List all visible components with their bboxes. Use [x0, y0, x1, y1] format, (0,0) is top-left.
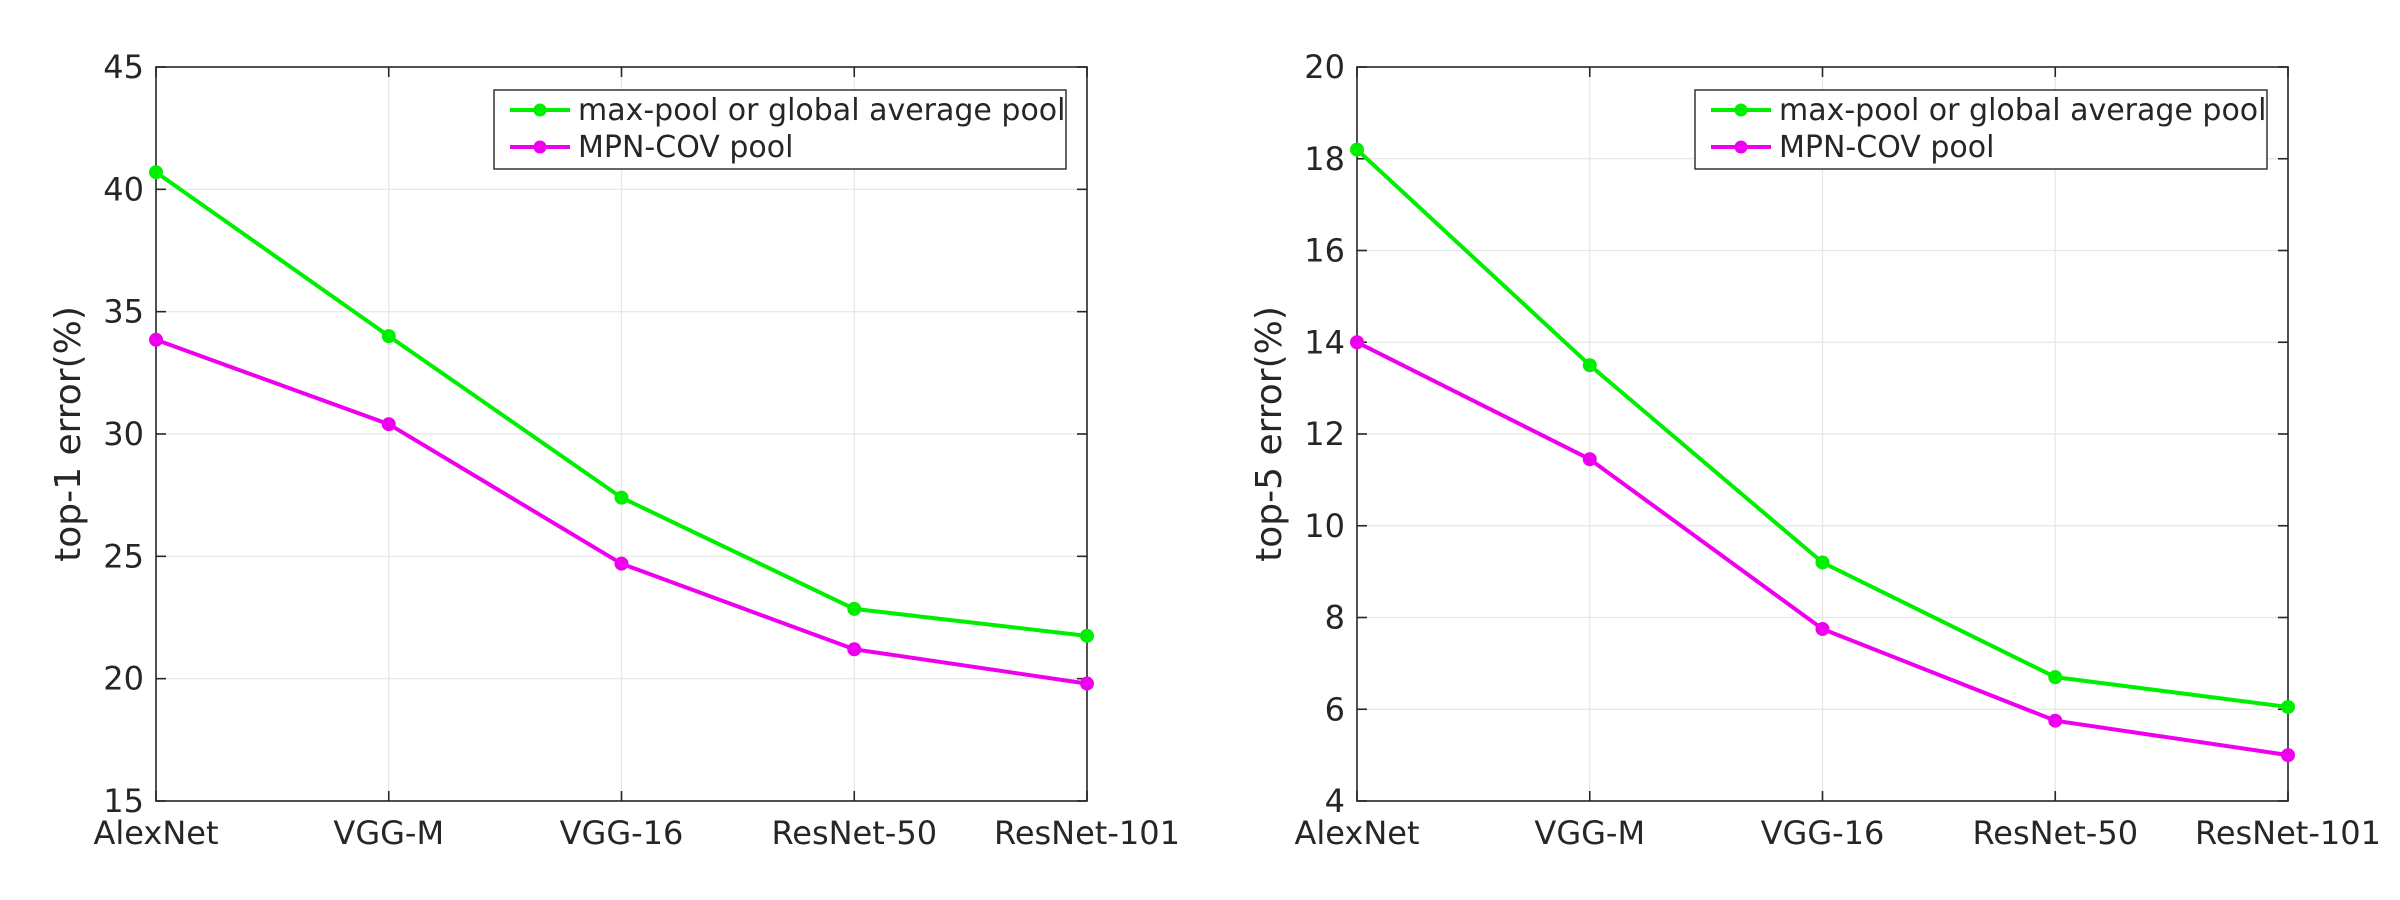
legend-label: MPN-COV pool — [1779, 130, 1994, 165]
data-point — [1080, 628, 1094, 643]
data-point — [1815, 621, 1830, 636]
legend-box — [1694, 89, 2268, 170]
x-tick-label: VGG-M — [1534, 814, 1645, 852]
data-point — [614, 490, 629, 505]
y-tick-label: 4 — [1325, 782, 1345, 820]
y-tick-label: 40 — [103, 170, 144, 208]
data-point — [1350, 142, 1364, 157]
legend-label: max-pool or global average pool — [1779, 93, 2267, 128]
legend-box — [493, 89, 1067, 170]
y-tick-label: 25 — [103, 537, 144, 575]
legend-swatch-marker — [1734, 140, 1748, 154]
data-point — [847, 642, 862, 657]
y-tick-label: 8 — [1325, 599, 1345, 637]
data-point — [1582, 358, 1597, 373]
data-point — [2281, 748, 2295, 763]
data-point — [1582, 452, 1597, 467]
x-tick-label: ResNet-50 — [1972, 814, 2138, 852]
x-tick-label: VGG-M — [333, 814, 444, 852]
y-tick-label: 30 — [103, 415, 144, 453]
y-tick-label: 12 — [1304, 415, 1345, 453]
data-point — [847, 601, 862, 616]
x-tick-label: ResNet-101 — [2195, 814, 2381, 852]
data-point — [2281, 699, 2295, 714]
legend-swatch-marker — [1734, 103, 1748, 117]
y-tick-label: 45 — [103, 48, 144, 86]
data-point — [381, 417, 396, 432]
y-tick-label: 35 — [103, 293, 144, 331]
legend-swatch-marker — [533, 140, 547, 154]
data-point — [2048, 713, 2063, 728]
top1-error-chart: 15 20 25 30 35 40 45 AlexNet VGG-M VGG-16 ResNet-5… — [48, 48, 1180, 852]
y-tick-label: 10 — [1304, 507, 1345, 545]
legend-label: MPN-COV pool — [578, 130, 793, 165]
y-tick-label: 15 — [103, 782, 144, 820]
top5-error-chart: 4 6 8 10 12 14 16 18 20 AlexNet VGG-M VGG-16 ResNet-… — [1249, 48, 2381, 852]
data-point — [1815, 555, 1830, 570]
y-tick-label: 18 — [1304, 140, 1345, 178]
legend-label: max-pool or global average pool — [578, 93, 1066, 128]
data-point — [1080, 676, 1094, 691]
y-axis-title: top-1 error(%) — [48, 306, 89, 562]
data-point — [1350, 335, 1364, 350]
x-tick-label: ResNet-101 — [994, 814, 1180, 852]
data-point — [614, 556, 629, 571]
data-point — [2048, 670, 2063, 685]
y-tick-label: 14 — [1304, 323, 1345, 361]
data-point — [149, 165, 163, 180]
y-tick-label: 20 — [1304, 48, 1345, 86]
legend-swatch-marker — [533, 103, 547, 117]
x-tick-label: AlexNet — [93, 814, 218, 852]
y-tick-label: 16 — [1304, 232, 1345, 270]
x-tick-label: ResNet-50 — [771, 814, 937, 852]
x-tick-label: VGG-16 — [1761, 814, 1885, 852]
data-point — [149, 332, 163, 347]
x-tick-label: AlexNet — [1294, 814, 1419, 852]
y-tick-label: 20 — [103, 660, 144, 698]
data-point — [381, 329, 396, 344]
x-tick-label: VGG-16 — [560, 814, 684, 852]
y-tick-label: 6 — [1325, 690, 1345, 728]
y-axis-title: top-5 error(%) — [1249, 306, 1290, 562]
